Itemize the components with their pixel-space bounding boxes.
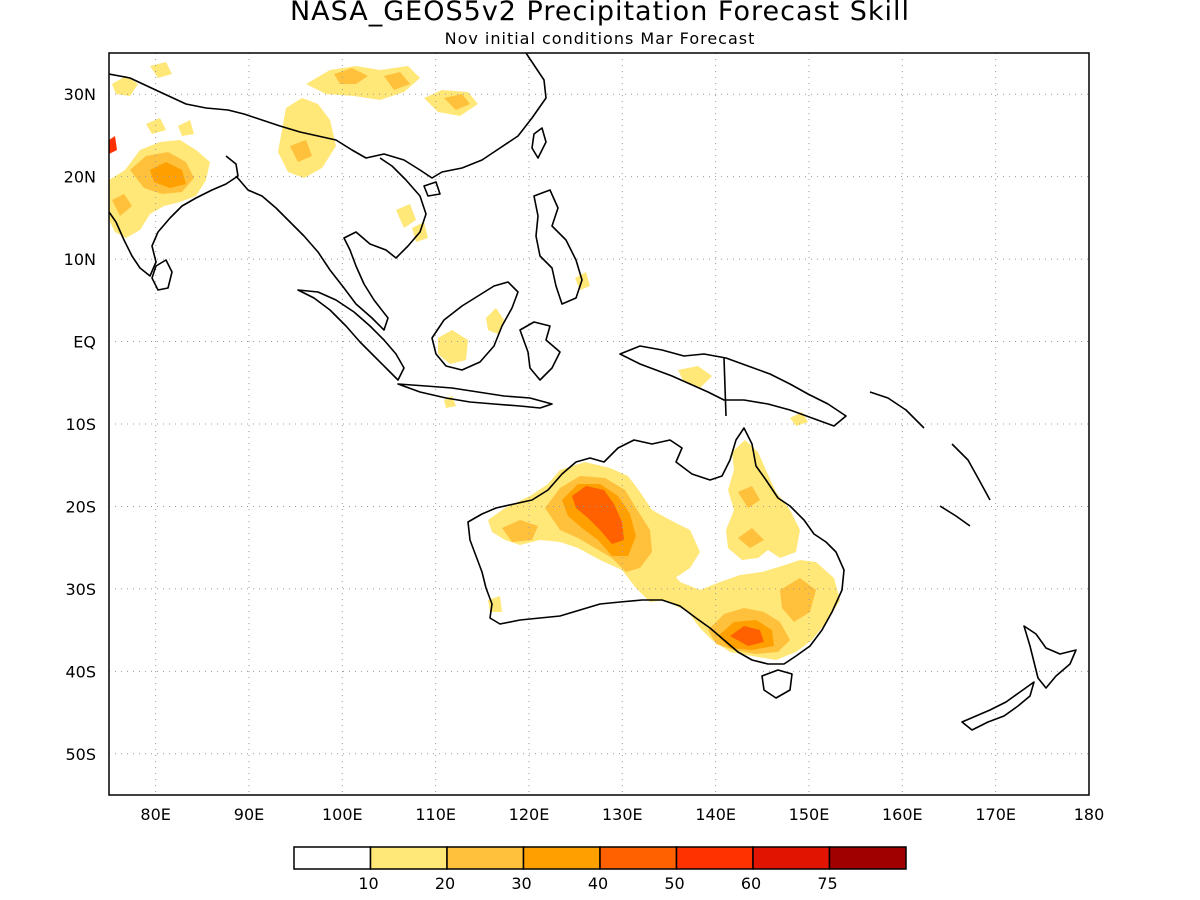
- skill-area: [150, 62, 478, 242]
- y-tick-label: 20S: [65, 497, 96, 516]
- axis-tick-labels: 80E 90E 100E 110E 120E 130E 140E 150E 160E 170E 18…: [64, 85, 1105, 824]
- colorbar-swatch: [446, 846, 525, 870]
- skill-area: [572, 486, 624, 544]
- colorbar-label: 60: [741, 874, 761, 893]
- coastline-tasmania: [761, 669, 793, 699]
- map-frame: [108, 52, 1090, 796]
- chart-title: NASA_GEOS5v2 Precipitation Forecast Skil…: [289, 0, 911, 27]
- coastline-new-zealand-north: [1023, 625, 1077, 689]
- y-tick-label: 20N: [64, 168, 96, 187]
- skill-area: [726, 440, 800, 560]
- coastline-australia: [467, 427, 845, 665]
- graticule: [109, 53, 1089, 795]
- skill-area: [150, 162, 186, 188]
- skill-area: [109, 136, 117, 154]
- x-tick-label: 180: [1074, 805, 1105, 824]
- y-tick-label: 10S: [65, 415, 96, 434]
- coastline-philippines: [533, 189, 583, 305]
- colorbar-label: 40: [588, 874, 608, 893]
- skill-shading: [109, 62, 840, 660]
- y-tick-label: EQ: [73, 333, 96, 352]
- coastline-sulawesi: [519, 321, 561, 381]
- coastline-china: [109, 53, 547, 179]
- colorbar-label: 75: [817, 874, 837, 893]
- colorbar-swatch: [828, 846, 907, 870]
- coastline-taiwan: [531, 127, 547, 159]
- skill-area: [502, 520, 538, 542]
- colorbar-swatch: [522, 846, 601, 870]
- x-tick-label: 160E: [882, 805, 923, 824]
- skill-area: [738, 486, 764, 548]
- coastline-indochina: [235, 157, 427, 331]
- y-tick-label: 10N: [64, 250, 96, 269]
- x-tick-label: 170E: [975, 805, 1016, 824]
- y-tick-label: 30N: [64, 85, 96, 104]
- colorbar-label: 50: [664, 874, 684, 893]
- colorbar-label: 20: [435, 874, 455, 893]
- x-tick-label: 120E: [509, 805, 550, 824]
- colorbar-swatch: [599, 846, 678, 870]
- colorbar-swatch: [675, 846, 754, 870]
- y-tick-label: 50S: [65, 745, 96, 764]
- skill-area: [730, 626, 764, 646]
- x-tick-label: 110E: [415, 805, 456, 824]
- coastline-india: [109, 155, 239, 277]
- y-tick-label: 40S: [65, 662, 96, 681]
- coastline-new-zealand-south: [961, 681, 1035, 731]
- colorbar-swatch: [752, 846, 831, 870]
- coastline-borneo: [431, 281, 519, 371]
- colorbar: 10 20 30 40 50 60 75: [293, 846, 907, 893]
- coastline-new-guinea: [619, 345, 847, 427]
- colorbar-label: 10: [358, 874, 378, 893]
- coastline-sri-lanka: [151, 259, 173, 291]
- x-tick-label: 90E: [234, 805, 264, 824]
- border-png: [723, 357, 727, 417]
- coastline-melanesia: [869, 391, 991, 527]
- x-tick-label: 130E: [602, 805, 643, 824]
- colorbar-label: 30: [511, 874, 531, 893]
- skill-area: [438, 272, 808, 426]
- x-tick-label: 150E: [789, 805, 830, 824]
- x-tick-label: 80E: [140, 805, 170, 824]
- coastline-java: [397, 383, 553, 409]
- coastline-hainan: [423, 181, 441, 197]
- coastlines: [109, 53, 1077, 731]
- y-tick-label: 30S: [65, 580, 96, 599]
- x-tick-label: 140E: [695, 805, 736, 824]
- x-tick-label: 100E: [322, 805, 363, 824]
- coastline-sumatra: [297, 289, 405, 381]
- chart-subtitle: Nov initial conditions Mar Forecast: [444, 29, 756, 48]
- colorbar-swatch: [369, 846, 448, 870]
- skill-area: [290, 68, 470, 162]
- colorbar-swatch: [293, 846, 372, 870]
